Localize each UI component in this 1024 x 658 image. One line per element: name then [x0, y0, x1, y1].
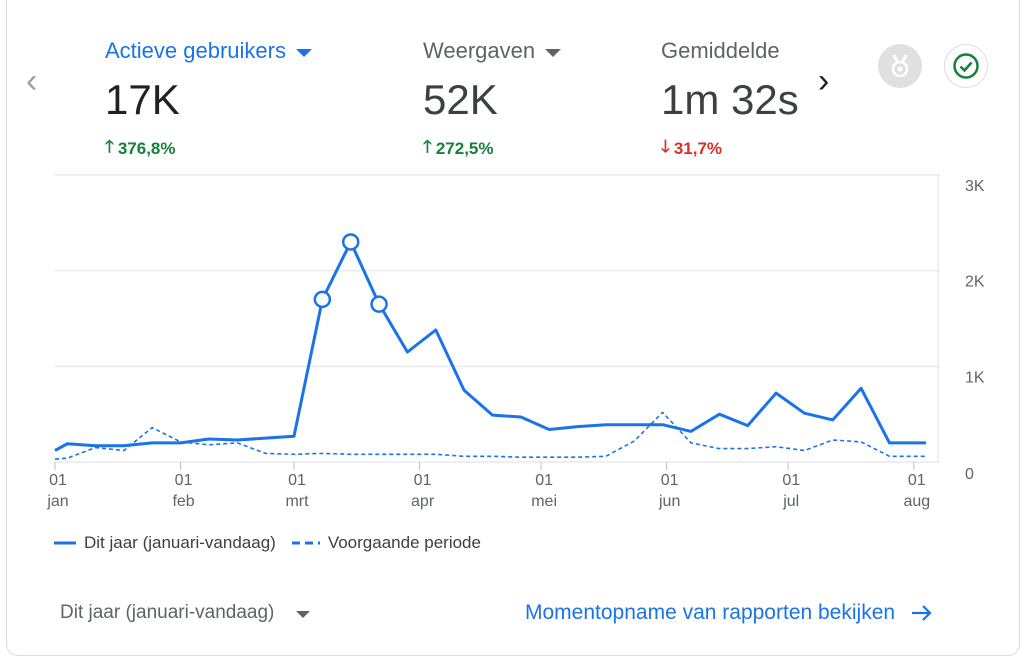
x-tick-day: 01 — [908, 472, 926, 489]
x-tick-month: feb — [172, 493, 194, 510]
y-axis: 0 1K 2K 3K — [965, 178, 985, 483]
x-tick-month: mrt — [285, 493, 309, 510]
metric-views[interactable]: Weergaven 52K 🡑 272,5% — [423, 38, 562, 163]
y-tick-label: 3K — [965, 178, 985, 195]
metric-average[interactable]: Gemiddelde 1m 32s 🡓 31,7% — [661, 38, 799, 163]
x-tick-day: 01 — [175, 472, 193, 489]
x-tick-day: 01 — [661, 472, 679, 489]
chart-grid — [55, 174, 940, 463]
y-tick-label: 2K — [965, 274, 985, 291]
arrow-right-icon — [912, 605, 932, 621]
caret-down-icon — [545, 48, 562, 57]
metric-label[interactable]: Actieve gebruikers — [105, 38, 312, 64]
x-tick-day: 01 — [414, 472, 432, 489]
arrow-up-icon: 🡑 — [423, 137, 432, 156]
metric-label-text: Actieve gebruikers — [105, 38, 286, 63]
y-tick-label: 0 — [965, 466, 974, 483]
metric-change-value: 272,5% — [435, 138, 494, 158]
legend-previous-label: Voorgaande periode — [327, 533, 481, 552]
x-tick-month: aug — [903, 493, 930, 510]
metric-change-value: 31,7% — [673, 138, 723, 158]
metric-change-value: 376,8% — [117, 138, 176, 158]
check-circle-icon[interactable] — [944, 44, 988, 88]
metric-label-text: Gemiddelde — [661, 38, 780, 63]
metric-change: 🡑 376,8% — [105, 134, 312, 163]
summary-card — [6, 0, 1020, 656]
metric-change: 🡓 31,7% — [661, 134, 799, 163]
chevron-right-icon[interactable]: › — [818, 62, 830, 100]
series-line-previous — [54, 411, 926, 460]
x-tick-month: jun — [658, 493, 680, 510]
legend-dashed-swatch — [291, 541, 320, 545]
metric-label[interactable]: Gemiddelde — [661, 38, 799, 64]
chart-legend: Dit jaar (januari-vandaag) Voorgaande pe… — [54, 533, 481, 553]
chevron-left-icon[interactable]: ‹ — [26, 62, 38, 100]
x-tick-month: jan — [46, 493, 68, 510]
period-dropdown-label: Dit jaar (januari-vandaag) — [60, 602, 275, 623]
data-point-marker — [313, 290, 332, 309]
metric-value: 17K — [105, 76, 180, 123]
series-line-current — [54, 240, 926, 452]
x-tick-day: 01 — [288, 472, 306, 489]
legend-solid-swatch — [54, 541, 76, 545]
view-reports-label: Momentopname van rapporten bekijken — [525, 601, 896, 624]
legend-current: Dit jaar (januari-vandaag) — [54, 533, 276, 553]
metric-label-text: Weergaven — [423, 38, 536, 63]
arrow-up-icon: 🡑 — [105, 137, 114, 156]
x-tick-day: 01 — [535, 472, 553, 489]
view-reports-link[interactable]: Momentopname van rapporten bekijken — [525, 601, 933, 625]
metric-change: 🡑 272,5% — [423, 134, 561, 163]
period-dropdown[interactable]: Dit jaar (januari-vandaag) — [60, 602, 311, 624]
arrow-down-icon: 🡓 — [661, 137, 670, 156]
data-point-marker — [341, 233, 360, 251]
plot-area — [54, 233, 926, 460]
y-tick-label: 1K — [965, 369, 985, 386]
x-tick-day: 01 — [782, 472, 800, 489]
metric-value: 52K — [423, 76, 498, 123]
caret-down-icon — [296, 611, 311, 618]
x-tick-month: jul — [782, 493, 799, 510]
metric-value: 1m 32s — [661, 76, 799, 123]
medal-icon[interactable] — [878, 44, 922, 88]
x-tick-month: mei — [531, 493, 557, 510]
caret-down-icon — [295, 48, 312, 57]
legend-previous: Voorgaande periode — [291, 533, 481, 553]
metric-label[interactable]: Weergaven — [423, 38, 562, 64]
x-axis: 01 jan 01 feb 01 mrt 01 apr 01 mei 01 jun 01 jul 01 aug — [46, 462, 930, 510]
x-tick-month: apr — [411, 493, 435, 510]
data-point-marker — [370, 295, 388, 313]
legend-current-label: Dit jaar (januari-vandaag) — [84, 533, 276, 552]
x-tick-day: 01 — [49, 472, 67, 489]
metric-active-users[interactable]: Actieve gebruikers 17K 🡑 376,8% — [105, 38, 312, 163]
